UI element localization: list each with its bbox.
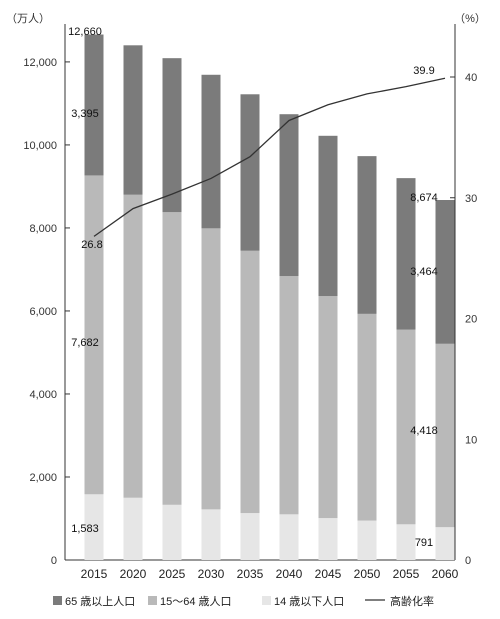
label-old-2060: 3,464 xyxy=(410,266,438,278)
right-unit-label: （%） xyxy=(454,12,486,25)
x-tick-label-2050: 2050 xyxy=(354,567,381,581)
legend-swatch-1 xyxy=(148,596,157,605)
x-tick-label-2030: 2030 xyxy=(198,567,225,581)
label-old-2015: 3,395 xyxy=(71,108,99,120)
bar-segment-2025-2 xyxy=(162,58,182,213)
aging-rate-line xyxy=(93,77,446,237)
x-tick-label-2035: 2035 xyxy=(237,567,264,581)
legend-swatch-0 xyxy=(53,596,62,605)
data-labels: 12,660 3,395 7,682 1,583 26.8 8,674 3,46… xyxy=(68,26,438,549)
right-tick-label: 30 xyxy=(465,193,477,205)
label-young-2060: 791 xyxy=(415,537,433,549)
label-rate-2015: 26.8 xyxy=(81,239,102,251)
x-tick-label-2020: 2020 xyxy=(120,567,147,581)
legend-label-0: 65 歳以上人口 xyxy=(65,595,135,608)
bar-segment-2035-0 xyxy=(240,513,260,560)
bar-segment-2025-1 xyxy=(162,212,182,505)
bar-segment-2015-2 xyxy=(84,34,104,176)
bar-segment-2055-2 xyxy=(396,178,416,330)
bar-segment-2045-0 xyxy=(318,518,338,560)
legend-label-1: 15～64 歳人口 xyxy=(160,595,232,608)
left-tick-label: 2,000 xyxy=(29,472,57,484)
left-y-axis: （万人） 0 2,000 4,000 6,000 8,000 10,000 12,000 xyxy=(6,12,455,567)
label-rate-2060: 39.9 xyxy=(413,65,434,77)
left-tick-label: 6,000 xyxy=(29,306,57,318)
legend: 65 歳以上人口 15～64 歳人口 14 歳以下人口 高齢化率 xyxy=(53,594,434,608)
bar-segment-2035-2 xyxy=(240,94,260,251)
bar-segment-2015-0 xyxy=(84,494,104,560)
bar-segment-2025-0 xyxy=(162,504,182,560)
bar-segment-2060-0 xyxy=(435,527,455,560)
legend-label-line: 高齢化率 xyxy=(390,594,434,608)
label-total-2015: 12,660 xyxy=(68,26,102,38)
label-total-2060: 8,674 xyxy=(410,192,438,204)
left-unit-label: （万人） xyxy=(6,12,50,25)
label-mid-2015: 7,682 xyxy=(71,337,99,349)
bars xyxy=(84,34,455,560)
bar-segment-2040-1 xyxy=(279,276,299,515)
x-tick-label-2055: 2055 xyxy=(393,567,420,581)
right-tick-label: 10 xyxy=(465,434,477,446)
x-axis-labels: 2015 2020 2025 2030 2035 2040 2045 2050 2055 2060 xyxy=(81,567,459,581)
right-tick-label: 0 xyxy=(465,555,471,567)
bar-segment-2050-1 xyxy=(357,313,377,521)
left-tick-label: 8,000 xyxy=(29,223,57,235)
left-tick-label: 10,000 xyxy=(23,140,57,152)
bar-segment-2040-0 xyxy=(279,514,299,560)
label-young-2015: 1,583 xyxy=(71,523,99,535)
left-tick-label: 12,000 xyxy=(23,57,57,69)
bar-segment-2045-2 xyxy=(318,135,338,297)
legend-label-2: 14 歳以下人口 xyxy=(274,595,344,608)
bar-segment-2050-0 xyxy=(357,520,377,560)
right-tick-label: 20 xyxy=(465,314,477,326)
bar-segment-2055-0 xyxy=(396,524,416,560)
bar-segment-2060-1 xyxy=(435,343,455,528)
bar-segment-2055-1 xyxy=(396,329,416,525)
x-tick-label-2040: 2040 xyxy=(276,567,303,581)
bar-segment-2050-2 xyxy=(357,156,377,314)
label-mid-2060: 4,418 xyxy=(410,425,438,437)
x-tick-label-2060: 2060 xyxy=(432,567,459,581)
bar-segment-2030-0 xyxy=(201,509,221,560)
bar-segment-2015-1 xyxy=(84,175,104,495)
left-tick-label: 0 xyxy=(51,555,57,567)
x-tick-label-2045: 2045 xyxy=(315,567,342,581)
bar-segment-2030-2 xyxy=(201,74,221,229)
right-y-axis: （%） 0 10 20 30 40 xyxy=(450,12,486,567)
bar-segment-2020-1 xyxy=(123,194,143,498)
bar-segment-2020-2 xyxy=(123,45,143,195)
bar-segment-2030-1 xyxy=(201,228,221,510)
legend-swatch-2 xyxy=(262,596,271,605)
bar-segment-2045-1 xyxy=(318,296,338,519)
left-tick-label: 4,000 xyxy=(29,389,57,401)
bar-segment-2040-2 xyxy=(279,114,299,277)
bar-segment-2020-0 xyxy=(123,497,143,560)
right-tick-label: 40 xyxy=(465,72,477,84)
x-tick-label-2015: 2015 xyxy=(81,567,108,581)
aging-rate-polyline xyxy=(93,77,446,237)
bar-segment-2035-1 xyxy=(240,250,260,514)
x-tick-label-2025: 2025 xyxy=(159,567,186,581)
bar-segment-2060-2 xyxy=(435,200,455,344)
